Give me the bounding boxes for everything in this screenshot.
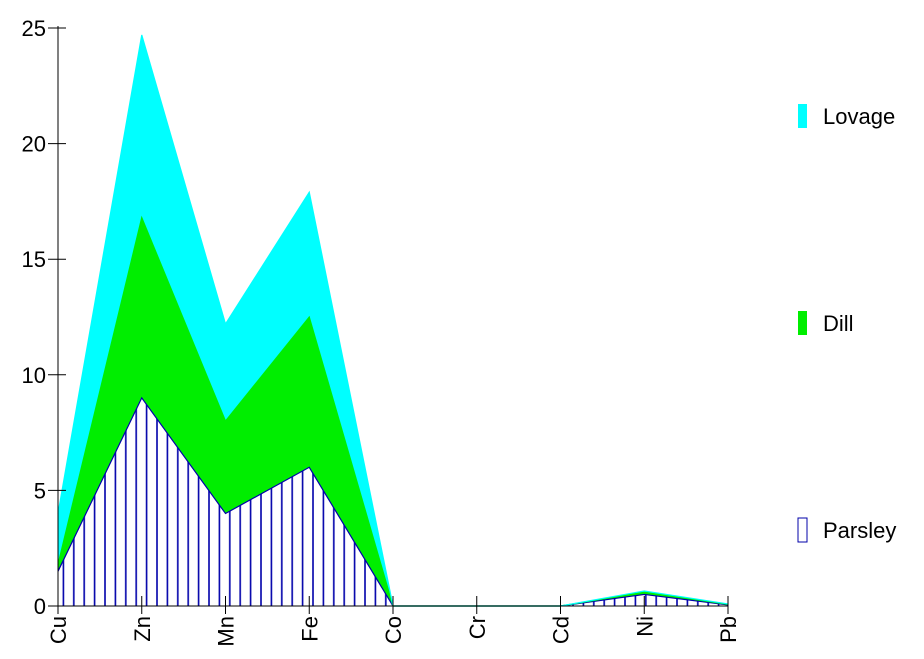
legend-swatch-lovage <box>798 104 807 128</box>
x-tick-label: Pb <box>716 616 741 643</box>
x-tick-label: Fe <box>297 616 322 642</box>
x-tick-label: Co <box>381 616 406 644</box>
y-tick-label: 25 <box>22 16 46 41</box>
y-tick-label: 20 <box>22 132 46 157</box>
y-tick-label: 10 <box>22 363 46 388</box>
x-tick-label: Mn <box>214 616 239 647</box>
area-dill <box>58 217 728 607</box>
x-tick-label: Zn <box>130 616 155 642</box>
legend-label-parsley: Parsley <box>823 518 896 543</box>
area-parsley <box>58 397 728 606</box>
y-tick-label: 5 <box>34 478 46 503</box>
area-series-group <box>57 34 729 607</box>
legend-label-lovage: Lovage <box>823 104 895 129</box>
x-tick-label: Cu <box>46 616 71 644</box>
legend-label-dill: Dill <box>823 311 854 336</box>
y-tick-label: 0 <box>34 594 46 619</box>
legend: Lovage Dill Parsley <box>797 104 896 543</box>
area-lovage <box>58 34 728 607</box>
legend-swatch-dill <box>798 311 807 335</box>
y-tick-label: 15 <box>22 247 46 272</box>
axes-group: 0 5 10 15 20 25 Cu Zn Mn Fe Co Cr Cd Ni Pb <box>22 16 741 647</box>
legend-swatch-parsley <box>797 517 808 543</box>
x-tick-label: Cd <box>549 616 574 644</box>
x-tick-label: Ni <box>632 616 657 637</box>
x-tick-label: Cr <box>465 616 490 639</box>
